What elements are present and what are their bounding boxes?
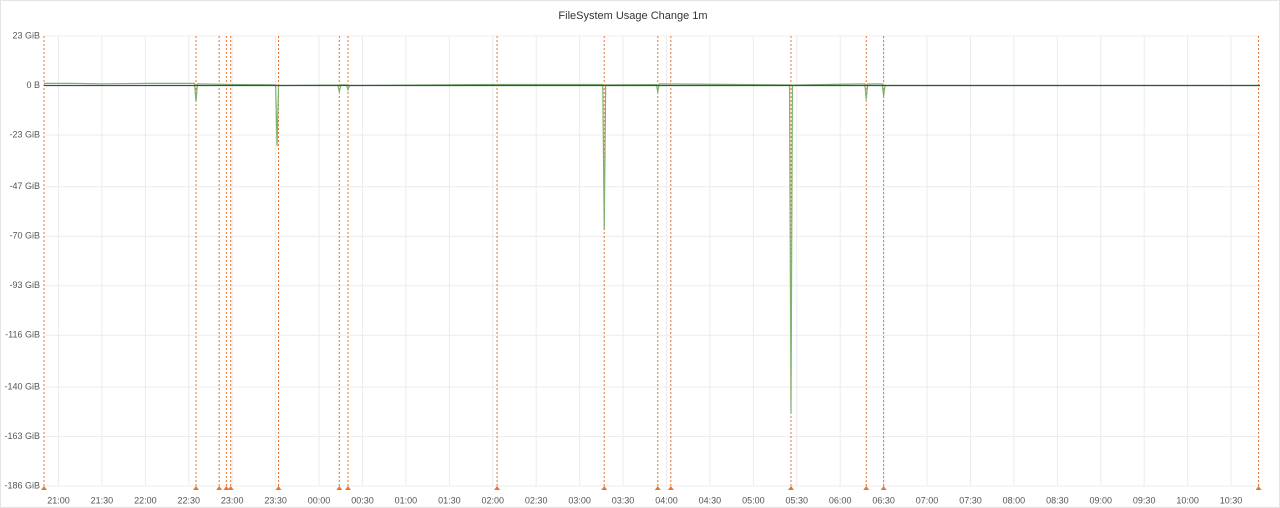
annotation-marker	[494, 486, 501, 490]
x-tick-label: 21:00	[47, 495, 70, 505]
y-tick-label: 23 GiB	[12, 30, 40, 40]
annotation-marker	[654, 486, 661, 490]
y-tick-label: -23 GiB	[9, 129, 40, 139]
x-tick-label: 00:30	[351, 495, 374, 505]
annotation-marker	[216, 486, 223, 490]
x-tick-label: 06:30	[872, 495, 895, 505]
annotation-marker	[787, 486, 794, 490]
x-tick-label: 07:00	[916, 495, 939, 505]
x-tick-label: 04:00	[655, 495, 678, 505]
annotation-marker	[336, 486, 343, 490]
x-tick-label: 04:30	[699, 495, 722, 505]
x-tick-label: 10:30	[1220, 495, 1243, 505]
y-tick-label: -93 GiB	[9, 280, 40, 290]
x-tick-label: 02:00	[481, 495, 504, 505]
chart-title: FileSystem Usage Change 1m	[558, 10, 707, 22]
annotation-marker	[880, 486, 887, 490]
x-tick-label: 02:30	[525, 495, 548, 505]
annotation-marker	[345, 486, 351, 490]
annotation-marker	[227, 486, 234, 490]
x-tick-label: 05:00	[742, 495, 765, 505]
y-tick-label: 0 B	[26, 80, 40, 90]
annotation-marker	[41, 486, 47, 490]
x-tick-label: 06:00	[829, 495, 852, 505]
series-line	[44, 82, 1260, 413]
x-tick-label: 01:30	[438, 495, 461, 505]
annotation-marker	[863, 486, 870, 490]
x-tick-label: 00:00	[308, 495, 331, 505]
x-tick-label: 09:30	[1133, 495, 1156, 505]
y-tick-label: -140 GiB	[4, 381, 40, 391]
x-tick-label: 21:30	[91, 495, 114, 505]
x-tick-label: 22:30	[177, 495, 200, 505]
x-tick-label: 08:00	[1003, 495, 1026, 505]
x-tick-label: 03:00	[568, 495, 591, 505]
x-tick-label: 10:00	[1176, 495, 1199, 505]
x-tick-label: 05:30	[785, 495, 808, 505]
x-tick-label: 22:00	[134, 495, 157, 505]
y-tick-label: -47 GiB	[9, 181, 40, 191]
annotation-marker	[667, 486, 674, 490]
x-tick-label: 09:00	[1089, 495, 1112, 505]
x-tick-label: 07:30	[959, 495, 982, 505]
annotation-marker	[275, 486, 282, 490]
annotation-marker	[601, 486, 608, 490]
y-tick-label: -163 GiB	[4, 431, 40, 441]
y-tick-label: -116 GiB	[5, 330, 40, 340]
annotation-marker	[1255, 486, 1262, 490]
x-tick-label: 03:30	[612, 495, 635, 505]
x-tick-label: 01:00	[395, 495, 418, 505]
x-tick-label: 23:00	[221, 495, 244, 505]
y-tick-label: -186 GiB	[4, 480, 40, 490]
x-tick-label: 08:30	[1046, 495, 1069, 505]
x-tick-label: 23:30	[264, 495, 287, 505]
annotation-marker	[193, 486, 199, 490]
annotation-marker	[223, 486, 230, 490]
y-tick-label: -70 GiB	[9, 231, 40, 241]
